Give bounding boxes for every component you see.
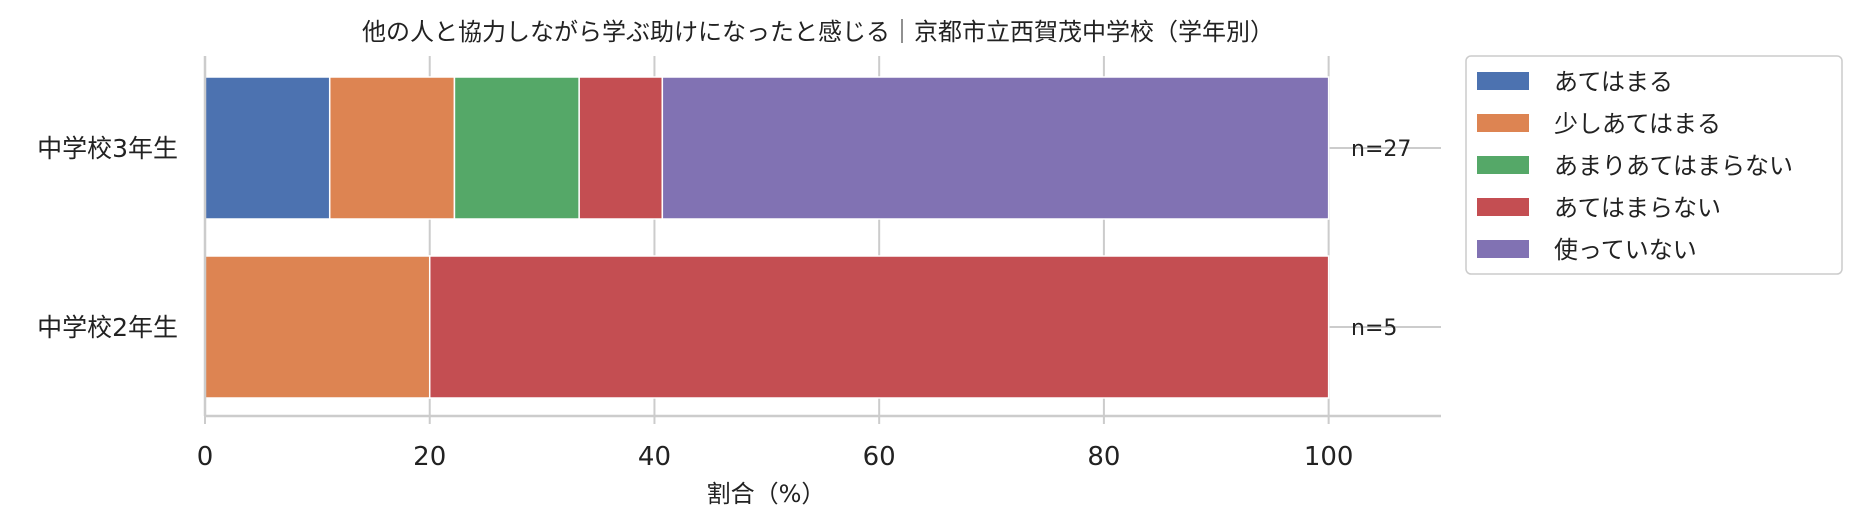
bars [204,76,1330,399]
bar-1-3 [428,255,1330,399]
legend-swatch-3 [1477,198,1529,216]
x-axis-label: 割合（%） [707,480,826,508]
legend-swatch-1 [1477,114,1529,132]
x-tick-label-3: 60 [863,442,896,472]
x-ticks: 0 20 40 60 80 100 [197,416,1354,472]
legend-label-0: あてはまる [1554,68,1673,96]
bar-0-2 [453,76,580,220]
y-category-label-1: 中学校2年生 [37,313,178,342]
legend-swatch-2 [1477,156,1529,174]
legend-swatch-4 [1477,240,1529,258]
bar-0-1 [328,76,456,220]
y-category-label-0: 中学校3年生 [37,134,178,163]
legend-label-1: 少しあてはまる [1554,110,1721,138]
x-tick-label-1: 20 [413,442,446,472]
x-tick-label-0: 0 [197,442,214,472]
x-tick-label-2: 40 [638,442,671,472]
legend-label-4: 使っていない [1554,236,1697,264]
legend-label-3: あてはまらない [1554,194,1721,222]
x-tick-label-5: 100 [1304,442,1354,472]
chart-title: 他の人と協力しながら学ぶ助けになったと感じる｜京都市立西賀茂中学校（学年別） [362,18,1274,46]
x-tick-label-4: 80 [1087,442,1120,472]
bar-0-3 [578,76,664,220]
legend-label-2: あまりあてはまらない [1554,152,1793,180]
bar-1-1 [204,255,431,399]
bar-0-0 [204,76,331,220]
n-label-0: n=27 [1351,137,1411,162]
n-labels: n=27 n=5 [1351,137,1411,341]
bar-0-4 [661,76,1330,220]
n-label-1: n=5 [1351,316,1397,341]
legend-frame [1465,55,1843,275]
legend-swatch-0 [1477,72,1529,90]
